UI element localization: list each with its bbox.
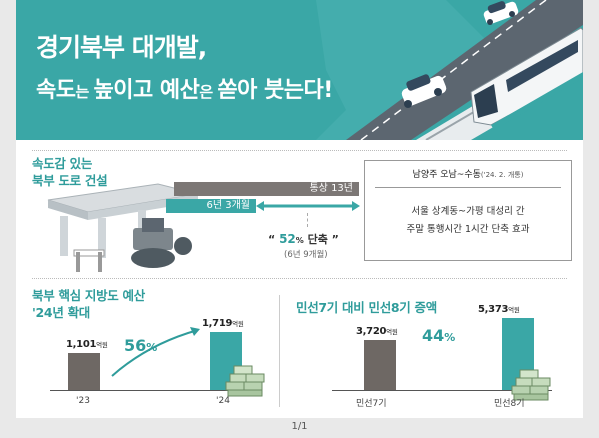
chart-baseline <box>50 390 250 391</box>
reduction-arrow-icon <box>256 201 360 211</box>
x-tick-label: '23 <box>76 396 90 406</box>
x-tick-label: '24 <box>216 396 230 406</box>
infographic-page: 경기북부 대개발, 속도는 높이고 예산은 쏟아 붓는다! 속도감 있는 북부 … <box>16 0 583 418</box>
subtitle-part: 쏟아 붓는다! <box>217 78 333 103</box>
bar-value-label: 5,373억원 <box>478 304 520 315</box>
car-icon <box>401 74 447 108</box>
value-unit: 억원 <box>508 306 520 314</box>
road-roller-icon <box>131 218 192 268</box>
heading-line: 북부 핵심 지방도 예산 <box>32 288 145 303</box>
left-bar-chart: 1,101억원 1,719억원 56% '23 '24 <box>32 300 272 412</box>
value-unit: 억원 <box>386 328 398 336</box>
info-box-divider <box>375 187 561 188</box>
info-box-line: 주말 통행시간 1시간 단축 효과 <box>406 224 530 235</box>
value-number: 1,719 <box>202 318 233 329</box>
value-number: 3,720 <box>356 326 387 337</box>
bar-23 <box>68 353 100 390</box>
shortened-duration-label: 6년 3개월 <box>206 200 250 211</box>
money-stack-icon <box>225 365 265 397</box>
percent-unit: % <box>295 236 304 245</box>
info-box-title: 남양주 오남~수동('24. 2. 개통) <box>365 167 571 180</box>
bar-value-label: 1,101억원 <box>66 339 108 350</box>
growth-unit: % <box>444 331 456 344</box>
bar-value-label: 1,719억원 <box>202 318 244 329</box>
value-number: 5,373 <box>478 304 509 315</box>
value-unit: 억원 <box>232 320 244 328</box>
growth-percent: 44% <box>422 326 455 345</box>
dashed-connector <box>307 213 308 227</box>
growth-number: 56 <box>124 336 147 355</box>
x-tick-label: 민선8기 <box>494 399 525 409</box>
info-box-title-text: 남양주 오남~수동 <box>412 170 481 180</box>
normal-duration-label: 통상 13년 <box>309 183 353 194</box>
train-icon <box>470 27 583 130</box>
right-bar-chart: 3,720억원 5,373억원 44% 민선7기 민선8기 <box>292 300 572 412</box>
info-box-date: ('24. 2. 개통) <box>480 171 524 179</box>
barrier-icon <box>73 249 105 272</box>
page-indicator: 1/1 <box>291 421 308 432</box>
value-unit: 억원 <box>96 341 108 349</box>
normal-duration-bar: 통상 13년 <box>174 182 359 196</box>
left-chart-heading: 북부 핵심 지방도 예산 '24년 확대 <box>32 287 145 321</box>
banner-illustration <box>316 0 583 140</box>
quote-mark: “ <box>268 233 280 246</box>
value-number: 1,101 <box>66 339 97 350</box>
heading-line: 속도감 있는 <box>32 156 93 171</box>
money-stack-icon <box>511 369 551 401</box>
reduction-quote: “ 52% 단축 ” <box>268 231 339 247</box>
page-title: 경기북부 대개발, <box>36 33 207 62</box>
growth-number: 44 <box>422 326 445 345</box>
section-divider <box>32 278 567 279</box>
page-subtitle: 속도는 높이고 예산은 쏟아 붓는다! <box>36 72 333 104</box>
subtitle-part: 속도 <box>36 78 76 103</box>
reduction-text: 단축 ” <box>303 233 339 246</box>
reduction-sub: (6년 9개월) <box>284 250 328 260</box>
column-divider <box>279 295 280 407</box>
growth-arrow-icon <box>111 327 200 377</box>
heading-line: 북부 도로 건설 <box>32 173 108 188</box>
info-box-line: 서울 상계동~가평 대성리 간 <box>411 206 525 217</box>
x-tick-label: 민선7기 <box>356 399 387 409</box>
car-icon <box>483 1 519 25</box>
bar-minseon7 <box>364 340 396 390</box>
heading-line: '24년 확대 <box>32 305 90 320</box>
info-box: 남양주 오남~수동('24. 2. 개통) 서울 상계동~가평 대성리 간 주말… <box>364 160 572 261</box>
shortened-duration-bar: 6년 3개월 <box>166 199 256 213</box>
header-banner: 경기북부 대개발, 속도는 높이고 예산은 쏟아 붓는다! <box>16 0 583 140</box>
reduction-percent: 52 <box>279 232 296 246</box>
subtitle-part: 은 <box>199 83 218 101</box>
road-section-heading: 속도감 있는 북부 도로 건설 <box>32 155 108 189</box>
chart-baseline <box>332 390 552 391</box>
section-divider <box>32 150 567 151</box>
bar-value-label: 3,720억원 <box>356 326 398 337</box>
subtitle-part: 높이고 예산 <box>93 78 200 103</box>
subtitle-part: 는 <box>75 83 94 101</box>
right-chart-heading: 민선7기 대비 민선8기 증액 <box>296 300 437 315</box>
